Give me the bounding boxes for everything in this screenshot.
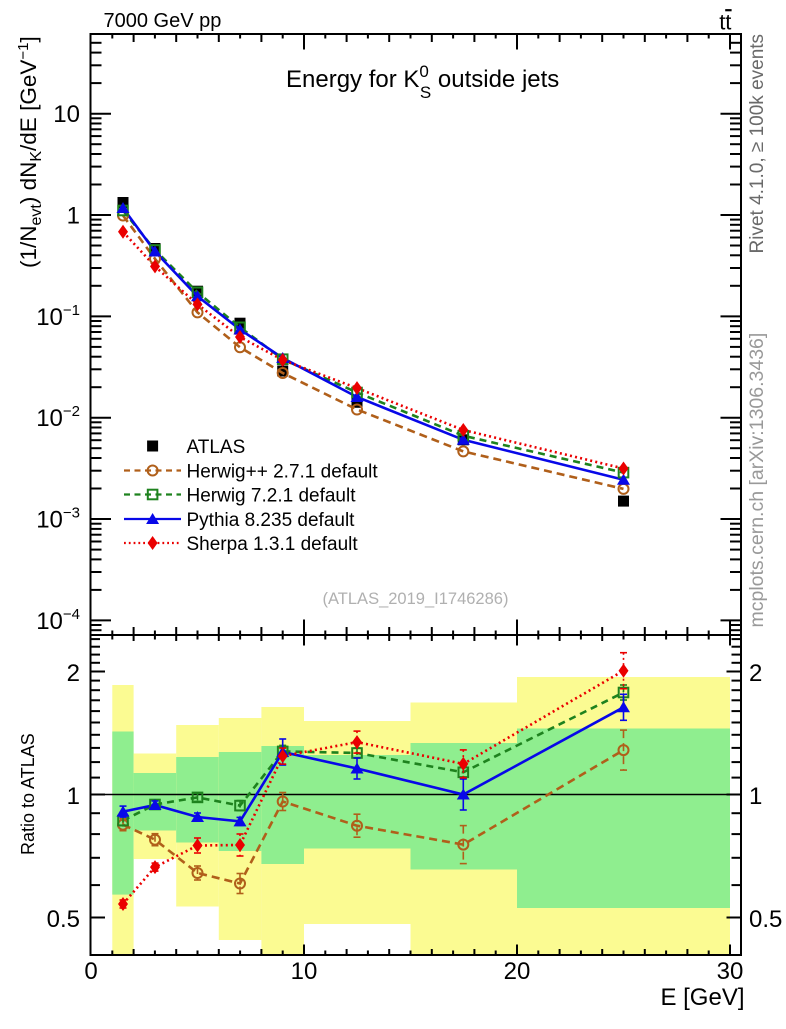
svg-text:ATLAS: ATLAS	[187, 437, 246, 458]
svg-text:0.5: 0.5	[47, 906, 80, 933]
svg-text:Ratio to ATLAS: Ratio to ATLAS	[18, 733, 38, 855]
svg-text:Herwig++ 2.7.1 default: Herwig++ 2.7.1 default	[187, 462, 379, 483]
svg-text:2: 2	[67, 660, 80, 687]
svg-text:tt: tt	[719, 10, 731, 35]
svg-text:0.5: 0.5	[749, 906, 782, 933]
svg-text:E [GeV]: E [GeV]	[660, 984, 744, 1011]
svg-text:1: 1	[67, 783, 80, 810]
svg-text:mcplots.cern.ch [arXiv:1306.34: mcplots.cern.ch [arXiv:1306.3436]	[746, 333, 768, 628]
svg-text:2: 2	[749, 660, 762, 687]
svg-text:20: 20	[504, 958, 531, 985]
svg-text:10: 10	[291, 958, 318, 985]
svg-text:Herwig 7.2.1 default: Herwig 7.2.1 default	[187, 486, 357, 507]
svg-text:Energy for K0S outside jets: Energy for K0 S outside jets	[286, 62, 559, 102]
svg-text:30: 30	[717, 958, 744, 985]
svg-text:10: 10	[53, 101, 80, 128]
svg-text:0: 0	[84, 958, 97, 985]
svg-text:Sherpa 1.3.1 default: Sherpa 1.3.1 default	[187, 534, 359, 555]
svg-text:1: 1	[67, 203, 80, 230]
svg-text:7000 GeV pp: 7000 GeV pp	[104, 10, 222, 32]
svg-text:Rivet 4.1.0, ≥ 100k events: Rivet 4.1.0, ≥ 100k events	[747, 34, 768, 254]
svg-text:Pythia 8.235 default: Pythia 8.235 default	[187, 510, 356, 531]
svg-text:1: 1	[749, 783, 762, 810]
svg-text:(ATLAS_2019_I1746286): (ATLAS_2019_I1746286)	[323, 590, 509, 608]
